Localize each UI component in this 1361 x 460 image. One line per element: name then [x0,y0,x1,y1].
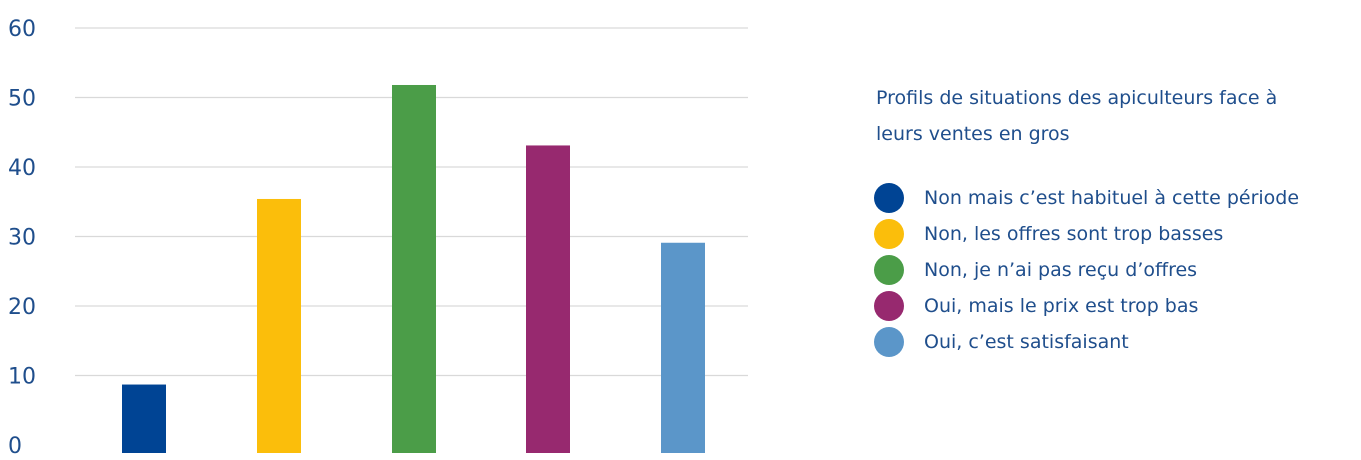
legend-label: Non mais c’est habituel à cette période [924,187,1300,209]
chart-legend: Profils de situations des apiculteurs fa… [874,80,1316,360]
legend-label: Oui, mais le prix est trop bas [924,295,1199,317]
legend-label: Non, je n’ai pas reçu d’offres [924,259,1198,281]
bar [392,84,436,454]
legend-item: Non, je n’ai pas reçu d’offres [874,252,1316,288]
bar [257,198,301,453]
legend-label: Non, les offres sont trop basses [924,223,1224,245]
y-tick-label: 50 [8,87,36,112]
y-tick-label: 20 [8,295,36,320]
bar [661,242,705,453]
legend-item: Non mais c’est habituel à cette période [874,180,1316,216]
y-tick-label: 0 [8,434,22,459]
legend-item: Oui, mais le prix est trop bas [874,288,1316,324]
y-tick-label: 30 [8,226,36,251]
legend-swatch-2 [874,219,904,249]
legend-item: Oui, c’est satisfaisant [874,324,1316,360]
y-tick-label: 40 [8,156,36,181]
bar-chart: 0 10 20 30 40 50 60 [8,17,748,459]
legend-swatch-1 [874,183,904,213]
legend-item: Non, les offres sont trop basses [874,216,1316,252]
y-tick-label: 60 [8,17,36,42]
legend-label: Oui, c’est satisfaisant [924,331,1129,353]
y-tick-label: 10 [8,365,36,390]
bar [526,145,570,453]
legend-swatch-5 [874,327,904,357]
legend-swatch-3 [874,255,904,285]
legend-title: Profils de situations des apiculteurs fa… [876,87,1278,145]
legend-swatch-4 [874,291,904,321]
bar [122,384,166,453]
